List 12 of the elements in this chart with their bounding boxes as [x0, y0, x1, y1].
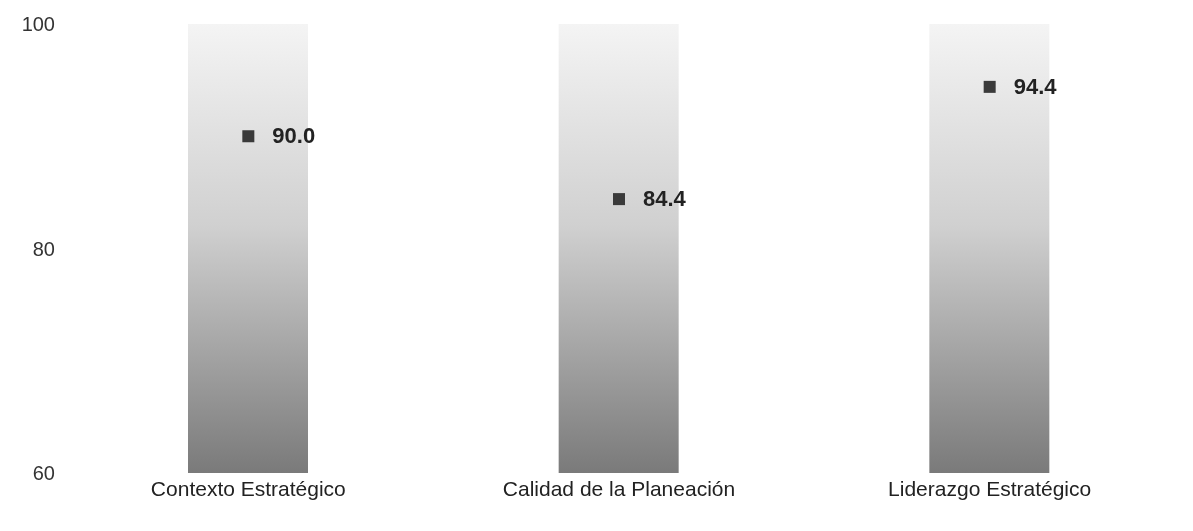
data-label: 84.4	[643, 186, 687, 212]
x-tick-label: Liderazgo Estratégico	[888, 476, 1092, 500]
point	[242, 130, 255, 143]
data-label: 90.0	[272, 123, 316, 149]
y-tick-label: 60	[32, 462, 55, 485]
x-tick-label: Contexto Estratégico	[150, 476, 346, 500]
data-label: 94.4	[1013, 73, 1058, 99]
y-tick-label: 100	[21, 13, 55, 36]
x-tick-label: Calidad de la Planeación	[502, 476, 736, 500]
point	[983, 80, 996, 93]
point	[613, 193, 625, 206]
y-tick-label: 80	[32, 237, 55, 260]
